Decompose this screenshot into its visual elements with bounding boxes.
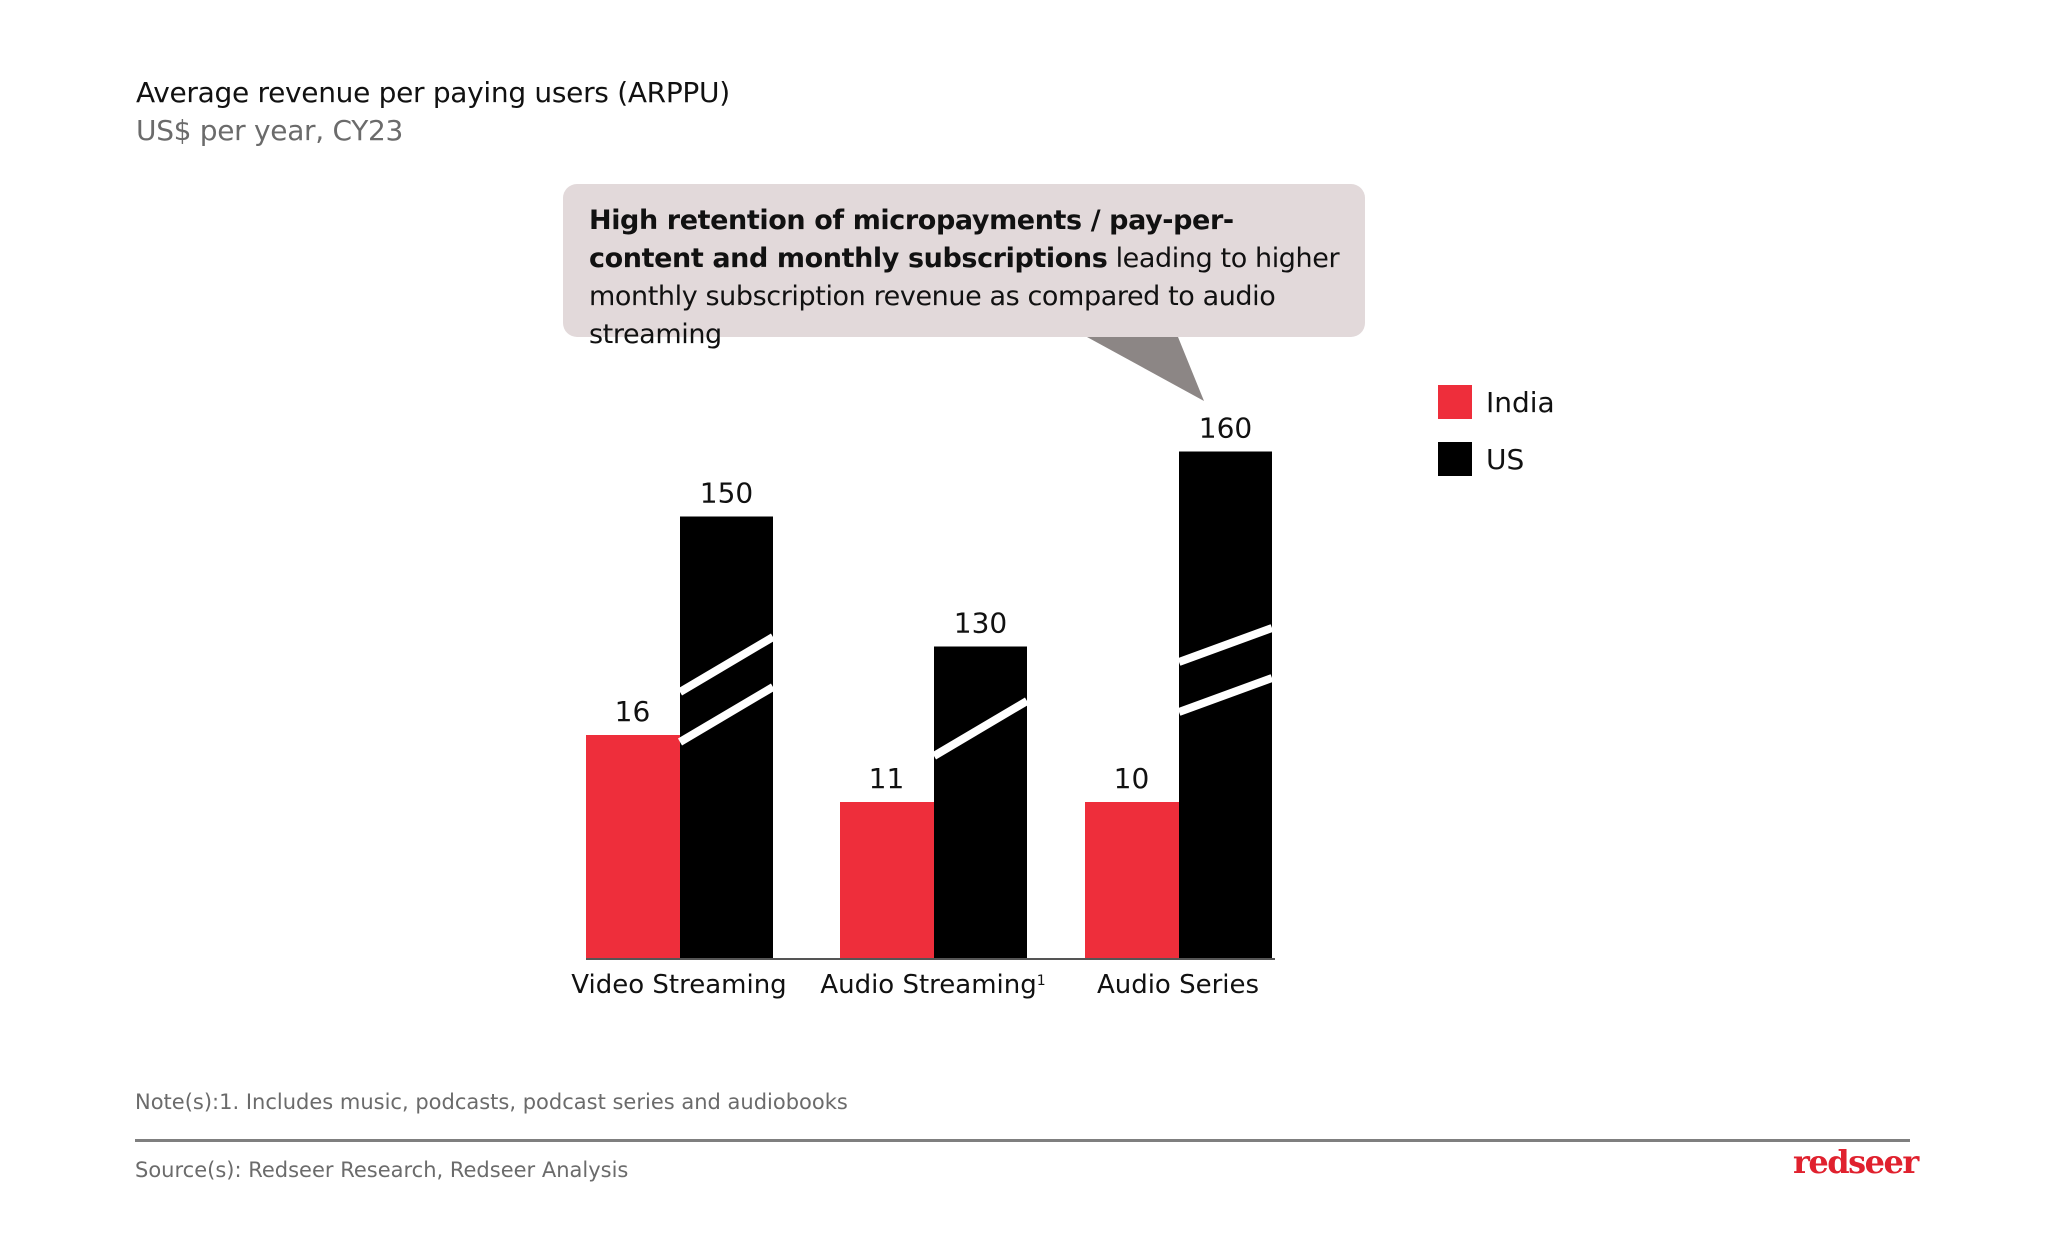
legend-swatch-india <box>1438 385 1472 419</box>
bar-india-2 <box>1085 802 1179 959</box>
data-label-india-0: 16 <box>615 695 651 728</box>
legend-item-us: US <box>1438 442 1524 476</box>
legend-label-india: India <box>1486 385 1555 419</box>
callout-text: leading to higher monthly subscription r… <box>589 243 1340 350</box>
category-label-0: Video Streaming <box>571 970 786 1000</box>
footnote: Note(s):1. Includes music, podcasts, pod… <box>135 1090 848 1114</box>
data-label-india-1: 11 <box>869 762 905 795</box>
legend-swatch-us <box>1438 442 1472 476</box>
bar-india-0 <box>586 735 680 959</box>
bars-layer <box>586 451 1274 959</box>
footer-divider <box>135 1139 1910 1142</box>
axis-break-mark <box>677 683 776 746</box>
axis-break-mark <box>931 697 1030 760</box>
category-label-2: Audio Series <box>1097 970 1259 1000</box>
labels-layer: 16 150 Video Streaming 11 130 Audio Streaming… <box>571 412 1259 1001</box>
callout-pointer <box>1087 337 1204 401</box>
bar-india-1 <box>840 802 934 959</box>
bar-us-0 <box>680 516 773 959</box>
legend-label-us: US <box>1486 442 1525 476</box>
axis-break-mark <box>1177 674 1274 716</box>
bar-us-1 <box>934 646 1027 959</box>
axis-break-mark <box>677 633 776 696</box>
data-label-us-0: 150 <box>700 477 753 510</box>
data-label-us-1: 130 <box>954 607 1007 640</box>
data-label-us-2: 160 <box>1199 412 1252 445</box>
legend-item-india: India <box>1438 385 1555 419</box>
data-label-india-2: 10 <box>1114 762 1150 795</box>
axis-break-mark <box>1177 624 1274 666</box>
footnote-marker: 1 <box>1037 973 1046 989</box>
source-text: Source(s): Redseer Research, Redseer Ana… <box>135 1158 629 1182</box>
chart-subtitle: US$ per year, CY23 <box>136 114 404 147</box>
callout-bold-text: High retention of micropayments / pay-pe… <box>589 205 1234 274</box>
category-label-1: Audio Streaming1 <box>820 970 1045 1000</box>
chart-title: Average revenue per paying users (ARPPU) <box>136 76 730 109</box>
redseer-logo: redseer <box>1793 1143 1919 1181</box>
callout-box: High retention of micropayments / pay-pe… <box>563 184 1365 350</box>
